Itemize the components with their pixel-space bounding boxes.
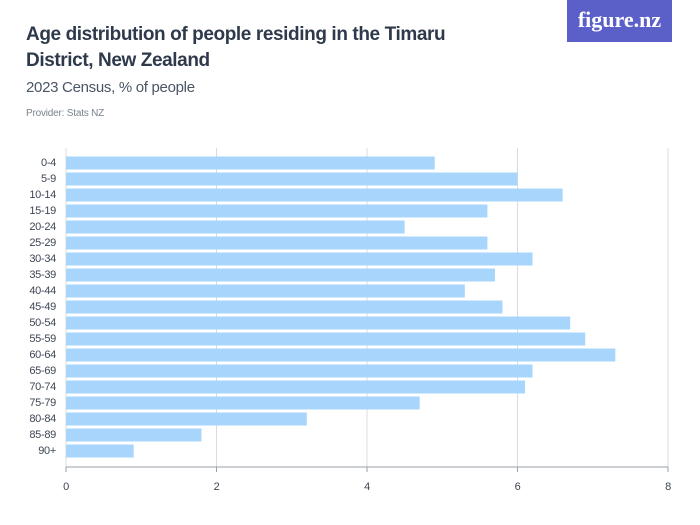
- y-tick-label: 60-64: [29, 349, 56, 361]
- bar: [66, 284, 465, 298]
- bar: [66, 172, 518, 186]
- y-tick-label: 5-9: [41, 173, 56, 185]
- x-tick-label: 6: [515, 481, 521, 493]
- bar: [66, 220, 405, 234]
- y-tick-label: 15-19: [29, 205, 56, 217]
- y-tick-label: 25-29: [29, 237, 56, 249]
- bar: [66, 380, 526, 394]
- bar: [66, 188, 563, 202]
- y-tick-label: 35-39: [29, 269, 56, 281]
- bar: [66, 412, 307, 426]
- y-tick-label: 45-49: [29, 301, 56, 313]
- y-tick-label: 65-69: [29, 365, 56, 377]
- x-tick-label: 8: [665, 481, 671, 493]
- x-tick-label: 0: [63, 481, 69, 493]
- y-tick-label: 50-54: [29, 317, 56, 329]
- bar: [66, 332, 586, 346]
- y-tick-label: 90+: [38, 445, 56, 457]
- bar: [66, 316, 571, 330]
- logo[interactable]: figure.nz: [567, 0, 672, 42]
- source: Provider: Stats NZ: [26, 108, 105, 119]
- bar: [66, 236, 488, 250]
- bar: [66, 252, 533, 266]
- y-tick-label: 80-84: [29, 413, 56, 425]
- y-tick-label: 75-79: [29, 397, 56, 409]
- bar: [66, 364, 533, 378]
- bar: [66, 268, 495, 282]
- y-tick-label: 0-4: [41, 157, 56, 169]
- x-tick-label: 4: [364, 481, 370, 493]
- chart-subtitle: 2023 Census, % of people: [26, 79, 195, 96]
- y-tick-label: 10-14: [29, 189, 56, 201]
- y-tick-label: 20-24: [29, 221, 56, 233]
- bar: [66, 428, 202, 442]
- bar: [66, 204, 488, 218]
- x-tick-label: 2: [214, 481, 220, 493]
- y-tick-label: 40-44: [29, 285, 56, 297]
- y-tick-label: 55-59: [29, 333, 56, 345]
- y-tick-label: 70-74: [29, 381, 56, 393]
- y-tick-label: 30-34: [29, 253, 56, 265]
- chart-title: Age distribution of people residing in t…: [26, 24, 446, 71]
- bar: [66, 396, 420, 410]
- bar: [66, 348, 616, 362]
- bar: [66, 300, 503, 314]
- bar: [66, 444, 134, 458]
- bar: [66, 156, 435, 170]
- y-tick-label: 85-89: [29, 429, 56, 441]
